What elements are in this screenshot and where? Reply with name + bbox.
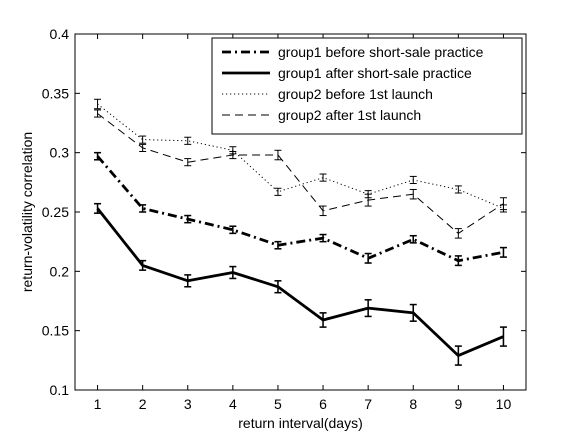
error-bar [364, 299, 372, 318]
series-line-3 [97, 103, 504, 209]
error-bar [364, 193, 372, 207]
error-bar [184, 158, 192, 167]
legend-item-4: group2 after 1st launch [222, 107, 421, 123]
legend-label: group2 before 1st launch [278, 86, 433, 102]
x-tick-label: 10 [496, 396, 512, 412]
x-tick-label: 8 [409, 396, 417, 412]
y-tick-label: 0.1 [50, 382, 70, 398]
legend-label: group2 after 1st launch [278, 107, 421, 123]
x-axis-label: return interval(days) [238, 415, 363, 431]
legend-label: group1 before short-sale practice [278, 44, 484, 60]
error-bar [94, 109, 102, 118]
error-bar [274, 240, 282, 250]
error-bar [319, 312, 327, 328]
legend-item-1: group1 before short-sale practice [222, 44, 484, 60]
series-layer [94, 98, 507, 366]
error-bar [94, 202, 102, 214]
x-tick-label: 2 [139, 396, 147, 412]
series-line-2 [96, 207, 504, 358]
error-bar [319, 205, 327, 217]
y-tick-label: 0.4 [50, 26, 70, 42]
x-tick-label: 3 [184, 396, 192, 412]
series-1 [94, 151, 507, 267]
error-bar [184, 136, 192, 145]
error-bar [94, 151, 102, 161]
error-bar [409, 234, 417, 244]
series-2 [94, 202, 507, 366]
error-bar [94, 98, 102, 110]
error-bar [274, 187, 282, 196]
error-bar [139, 259, 147, 271]
error-bar [409, 188, 417, 200]
error-bar [499, 197, 507, 211]
error-bar [229, 225, 237, 235]
x-tick-label: 1 [94, 396, 102, 412]
error-bar [229, 150, 237, 160]
error-bar [364, 252, 372, 264]
error-bar [139, 135, 147, 144]
y-axis-label: return-volatility correlation [19, 132, 35, 292]
error-bar [184, 274, 192, 288]
error-bar [409, 175, 417, 185]
error-bar [274, 149, 282, 161]
series-line-4 [97, 113, 504, 234]
error-bar [454, 228, 462, 239]
y-tick-label: 0.3 [50, 145, 70, 161]
y-tick-label: 0.35 [42, 85, 69, 101]
series-4 [94, 109, 507, 239]
error-bar [454, 345, 462, 366]
error-bar [274, 280, 282, 294]
y-tick-label: 0.2 [50, 263, 70, 279]
x-tick-label: 4 [229, 396, 237, 412]
error-bar [499, 326, 507, 347]
error-bar [454, 255, 462, 267]
error-bar [319, 173, 327, 182]
y-tick-label: 0.15 [42, 323, 69, 339]
legend: group1 before short-sale practice group1 … [211, 37, 523, 135]
error-bar [229, 265, 237, 280]
legend-item-3: group2 before 1st launch [222, 86, 433, 102]
error-bar [454, 185, 462, 194]
error-bar [184, 214, 192, 224]
error-bar [139, 143, 147, 152]
error-bar [139, 204, 147, 213]
x-tick-label: 5 [274, 396, 282, 412]
x-tick-label: 9 [454, 396, 462, 412]
x-tick-label: 7 [364, 396, 372, 412]
legend-box [211, 37, 523, 135]
legend-label: group1 after short-sale practice [278, 65, 472, 81]
error-bar [409, 303, 417, 322]
x-tick-label: 6 [319, 396, 327, 412]
series-line-1 [96, 155, 504, 263]
error-bar [499, 246, 507, 258]
legend-item-2: group1 after short-sale practice [222, 65, 472, 81]
error-bar [319, 233, 327, 243]
y-tick-label: 0.25 [42, 204, 69, 220]
